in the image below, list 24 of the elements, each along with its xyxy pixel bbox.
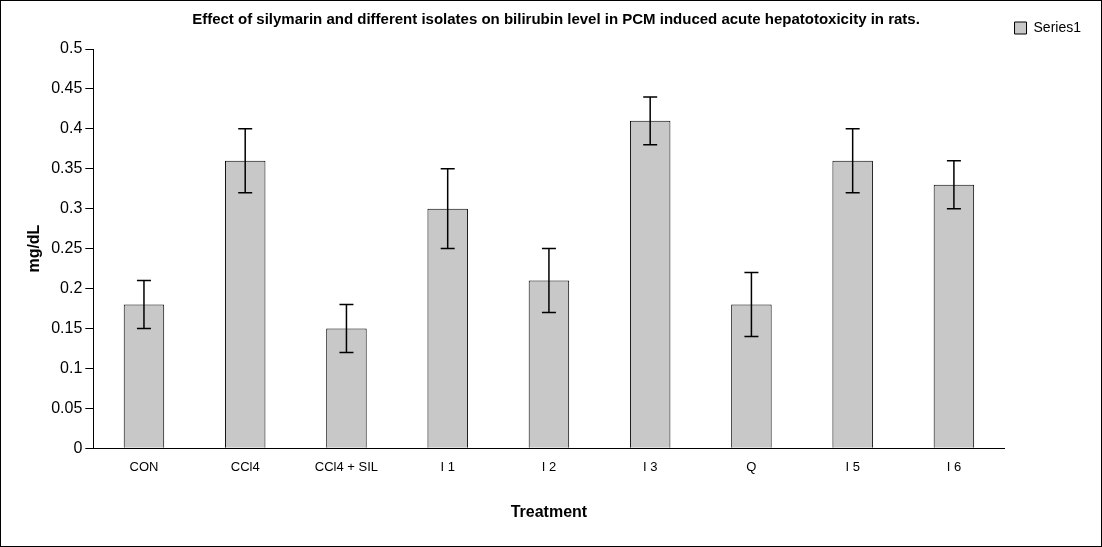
- y-tick-label: 0.25: [51, 239, 83, 257]
- y-tick-label: 0.45: [51, 79, 83, 97]
- x-tick-label: I 3: [642, 458, 658, 474]
- x-tick-label: Q: [746, 458, 757, 474]
- y-tick-label: 0.3: [60, 199, 83, 217]
- chart-title: Effect of silymarin and different isolates on bilirubin level in PCM induced acute hepatotoxicity in rats.: [192, 10, 920, 28]
- x-tick-label: CON: [129, 458, 159, 474]
- x-axis-title: Treatment: [510, 502, 588, 520]
- y-tick-label: 0.15: [51, 318, 83, 336]
- x-tick-label: I 6: [946, 458, 962, 474]
- y-tick-label: 0: [73, 438, 83, 456]
- legend-label: Series1: [1033, 18, 1082, 35]
- x-tick-label: CCl4 + SIL: [314, 458, 379, 474]
- x-tick-label: I 2: [541, 458, 557, 474]
- y-tick-label: 0.1: [60, 358, 83, 376]
- y-tick-label: 0.05: [51, 398, 83, 416]
- y-axis-title: mg/dL: [25, 224, 43, 273]
- y-tick-label: 0.35: [51, 159, 83, 177]
- x-tick-label: CCl4: [230, 458, 260, 474]
- x-tick-label: I 5: [845, 458, 860, 474]
- y-tick-label: 0.5: [60, 39, 83, 57]
- y-tick-label: 0.2: [60, 278, 83, 296]
- y-tick-label: 0.4: [60, 119, 83, 137]
- x-tick-label: I 1: [440, 458, 455, 474]
